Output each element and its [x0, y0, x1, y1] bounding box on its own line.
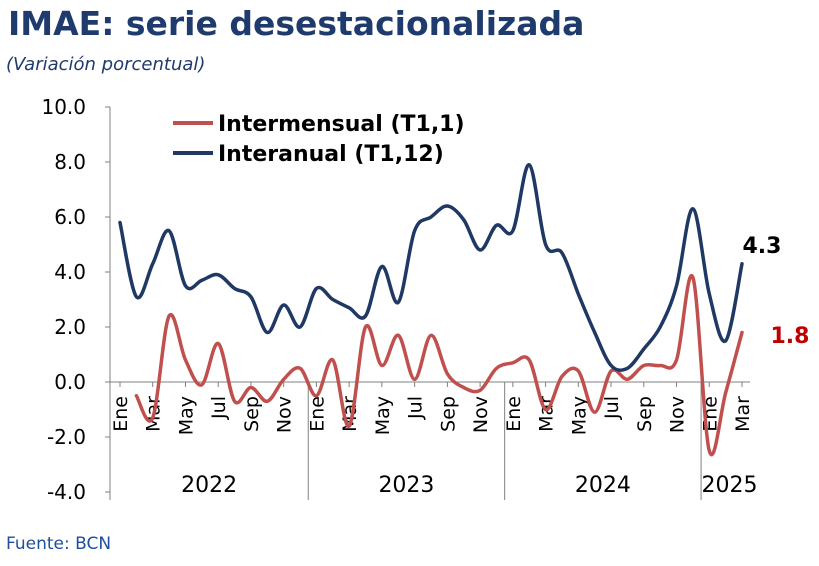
y-tick-label: 8.0: [54, 150, 86, 174]
chart-title: IMAE: serie desestacionalizada: [8, 4, 585, 43]
x-tick-label: May: [372, 396, 394, 435]
x-tick-label: Ene: [110, 396, 132, 432]
series-intermensual-line: [134, 273, 744, 457]
y-tick-label: 4.0: [54, 260, 86, 284]
year-label: 2024: [575, 473, 631, 498]
x-tick-label: Ene: [503, 396, 525, 432]
legend-label-interanual: Interanual (T1,12): [218, 142, 444, 167]
year-label: 2023: [378, 473, 434, 498]
y-tick-label: -4.0: [47, 480, 86, 504]
y-tick-label: 10.0: [41, 95, 86, 119]
end-value-interanual: 4.3: [743, 234, 782, 259]
y-tick-label: 6.0: [54, 205, 86, 229]
x-tick-label: Ene: [306, 396, 328, 432]
y-tick-label: 2.0: [54, 315, 86, 339]
year-label: 2025: [702, 473, 758, 498]
x-tick-label: Jul: [405, 396, 427, 420]
x-tick-label: Sep: [437, 396, 459, 432]
x-tick-label: May: [175, 396, 197, 435]
x-tick-label: Nov: [470, 396, 492, 433]
x-tick-label: Nov: [667, 396, 689, 433]
x-tick-label: Jul: [601, 396, 623, 420]
year-label: 2022: [181, 473, 237, 498]
legend-label-intermensual: Intermensual (T1,1): [218, 112, 465, 137]
series-interanual-line: [118, 163, 744, 372]
x-tick-label: May: [568, 396, 590, 435]
source-note: Fuente: BCN: [6, 534, 112, 554]
x-tick-label: Nov: [274, 396, 296, 433]
x-tick-label: Sep: [634, 396, 656, 432]
x-tick-label: Mar: [732, 396, 754, 432]
x-tick-label: Sep: [241, 396, 263, 432]
x-tick-label: Jul: [208, 396, 230, 420]
y-tick-label: -2.0: [47, 425, 86, 449]
x-tick-label: Mar: [536, 396, 558, 432]
chart-subtitle: (Variación porcentual): [6, 54, 206, 75]
y-tick-label: 0.0: [54, 370, 86, 394]
end-value-intermensual: 1.8: [771, 324, 810, 349]
